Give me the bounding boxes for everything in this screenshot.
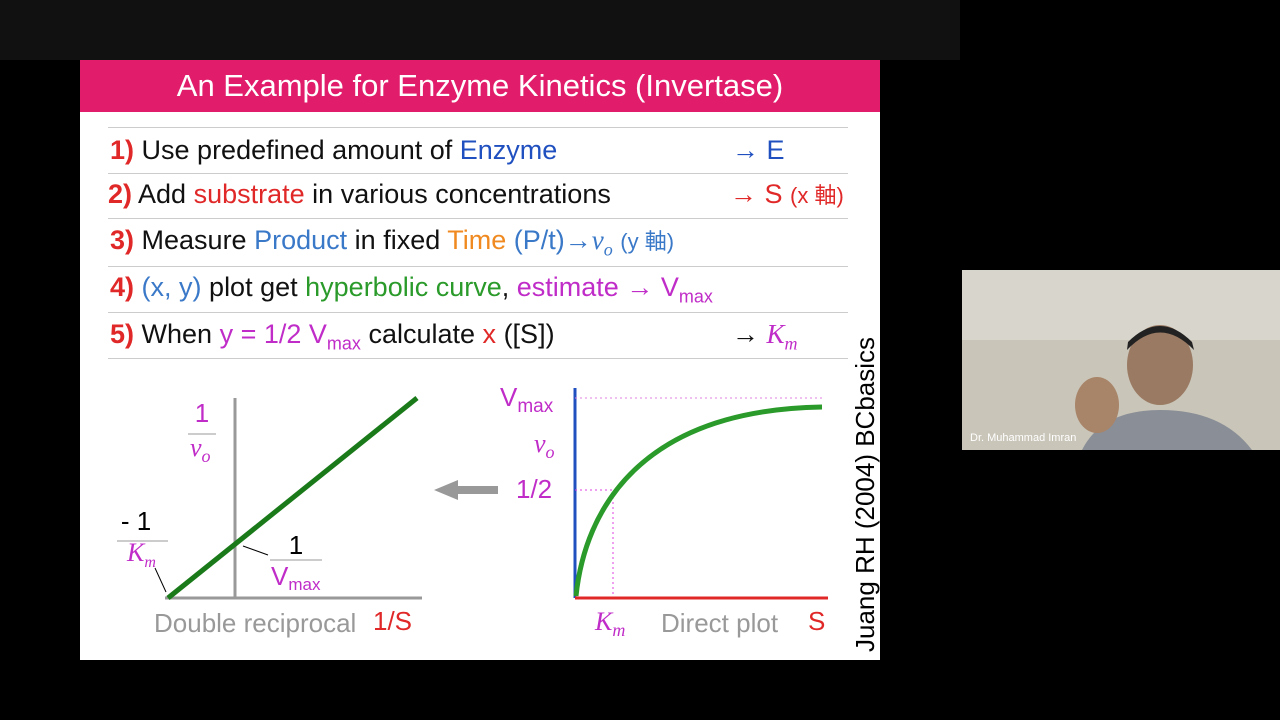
text: Measure — [141, 225, 247, 255]
text: (y 軸) — [620, 229, 675, 254]
label: Vmax — [500, 382, 554, 417]
step: 1) Use predefined amount of Enzyme → E — [110, 130, 785, 170]
hair — [1127, 326, 1194, 350]
text: in various concentrations — [312, 179, 611, 209]
text: in fixed — [354, 225, 441, 255]
label: vo — [190, 433, 211, 466]
body — [1082, 410, 1252, 450]
num: 5) — [110, 319, 135, 349]
t: v — [190, 433, 202, 462]
t: v — [534, 429, 546, 458]
text: o — [603, 239, 613, 260]
step: 2) Add substrate in various concentratio… — [108, 174, 844, 214]
rule — [108, 218, 848, 219]
participant-name: Dr. Muhammad Imran — [970, 432, 1077, 444]
text: v — [591, 225, 604, 255]
step: 5) When y = 1/2 Vmax calculate x ([S]) →… — [110, 314, 798, 354]
axis-label: S — [808, 606, 825, 636]
t: max — [288, 575, 321, 594]
slide-title: An Example for Enzyme Kinetics (Invertas… — [80, 60, 880, 112]
text: Use predefined amount of — [141, 135, 453, 165]
t: m — [144, 554, 156, 571]
label: 1/2 — [516, 474, 552, 504]
text: substrate — [193, 179, 305, 209]
pointer — [242, 545, 269, 556]
wall — [962, 270, 1280, 340]
t: K — [594, 607, 614, 636]
text: calculate — [368, 319, 476, 349]
axis-label: 1/S — [373, 606, 412, 636]
t: V — [500, 382, 518, 412]
text: Time — [447, 225, 507, 255]
label: 1 — [289, 530, 303, 560]
label: Km — [594, 607, 625, 640]
credit: Juang RH (2004) BCbasics — [850, 337, 880, 652]
plots: 1 vo - 1 Km 1 Vmax Double reciprocal 1/S… — [117, 337, 880, 652]
text: m — [784, 333, 798, 354]
text: (x, y) — [141, 272, 202, 302]
rule — [108, 127, 848, 128]
caption: Double reciprocal — [154, 608, 356, 638]
text: ([S]) — [503, 319, 555, 349]
caption: Direct plot — [661, 608, 779, 638]
t: m — [612, 620, 625, 640]
text: hyperbolic curve — [305, 272, 502, 302]
text: max — [678, 286, 713, 307]
label: - 1 — [121, 506, 151, 536]
text: y = 1/2 V — [219, 319, 327, 349]
text: → S — [730, 179, 783, 209]
text: x — [482, 319, 497, 349]
text: max — [326, 333, 361, 354]
text: Add — [138, 179, 187, 209]
text: Product — [254, 225, 348, 255]
text: estimate — [516, 272, 619, 302]
label: vo — [534, 429, 555, 462]
text: → E — [732, 135, 785, 165]
text: → S (x 軸) — [730, 174, 844, 216]
rule — [108, 358, 848, 359]
person — [962, 270, 1280, 450]
text: plot get — [209, 272, 298, 302]
text: (x 軸) — [790, 183, 844, 208]
t: o — [546, 442, 555, 462]
t: V — [271, 561, 289, 591]
arrow — [434, 480, 498, 500]
rule — [108, 312, 848, 313]
step: 4) (x, y) plot get hyperbolic curve, est… — [110, 267, 713, 307]
text: → Km — [732, 314, 798, 363]
text: When — [141, 319, 213, 349]
text: K — [766, 319, 785, 349]
num: 2) — [108, 179, 133, 209]
slide: An Example for Enzyme Kinetics (Invertas… — [80, 60, 880, 660]
webcam: Dr. Muhammad Imran — [962, 270, 1280, 450]
label: Vmax — [271, 561, 321, 594]
line — [166, 396, 419, 600]
t: max — [517, 396, 553, 417]
step: 3) Measure Product in fixed Time (P/t)→v… — [110, 220, 674, 260]
rule — [108, 173, 848, 174]
label: 1 — [195, 398, 209, 428]
t: o — [202, 446, 211, 466]
t: K — [126, 538, 146, 567]
curve — [573, 404, 823, 597]
top-bar — [0, 0, 960, 60]
label: Km — [126, 538, 156, 571]
text: → — [732, 319, 759, 349]
num: 3) — [110, 225, 135, 255]
text: (P/t)→ — [513, 225, 592, 255]
hand — [1075, 377, 1119, 433]
head — [1127, 325, 1193, 405]
rule — [108, 266, 848, 267]
text: → V — [626, 272, 679, 302]
num: 4) — [110, 272, 135, 302]
pointer — [154, 567, 167, 593]
num: 1) — [110, 135, 135, 165]
text: , — [501, 272, 510, 302]
text: Enzyme — [459, 135, 558, 165]
